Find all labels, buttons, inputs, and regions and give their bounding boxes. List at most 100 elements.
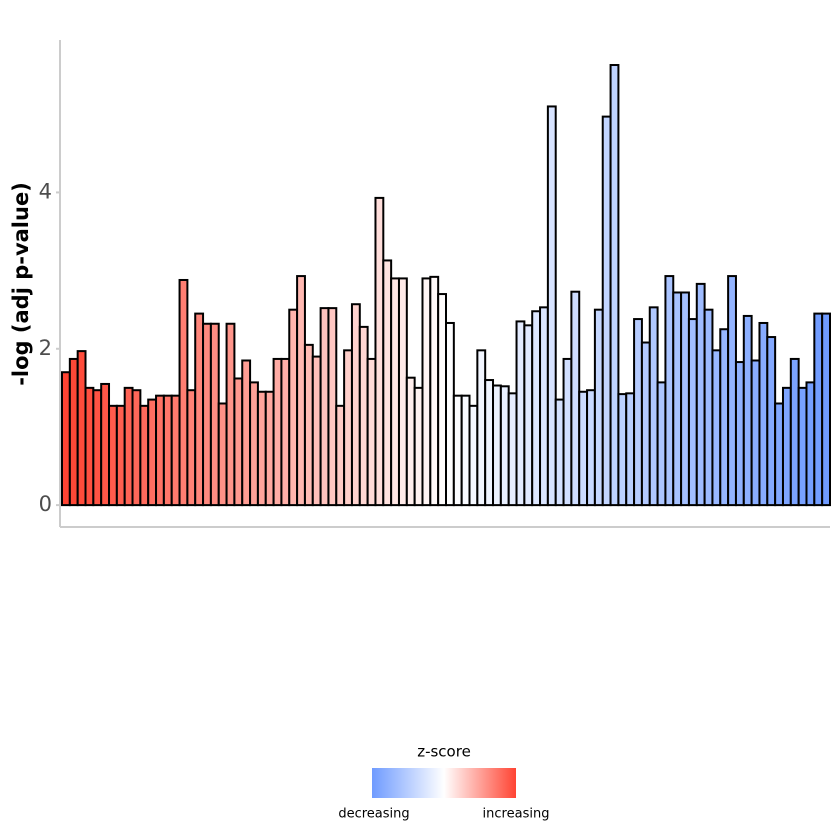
bar [272,357,283,507]
bar [774,402,784,507]
bar [531,310,542,507]
bar [562,357,573,507]
bar [123,386,134,507]
bar [805,381,816,507]
bar [758,321,769,507]
bar [664,275,675,507]
bar [405,376,416,507]
bar [264,390,275,507]
bar [695,282,706,507]
bar [335,404,346,507]
y-axis-label: -log (adj p-value) [9,182,33,386]
bar [303,343,314,507]
bar [170,394,181,507]
bar [194,312,205,507]
bar [570,290,581,507]
bar [421,277,432,507]
bar [460,394,471,507]
bar [734,361,745,507]
bar [155,394,165,507]
bar [750,359,761,507]
bar [672,291,683,507]
bar [100,382,111,507]
bar [609,64,620,507]
bar [115,404,126,507]
bar [742,314,753,507]
bar [366,357,377,507]
bar [484,379,495,507]
bar [687,318,698,507]
bar [131,389,142,507]
bar [84,386,95,507]
bar [429,275,440,507]
bar [327,307,338,507]
legend-title: z-score [417,743,471,761]
bar [374,196,385,507]
bar [656,381,667,507]
bar [719,328,730,507]
bar [343,349,353,507]
bar [633,318,643,507]
bar [813,312,824,507]
bar [350,303,361,507]
bar [225,322,236,507]
bar [617,393,628,507]
bar [108,404,118,507]
bar [539,306,549,507]
bar [578,390,589,507]
bar [468,404,479,507]
bar [280,357,291,507]
bar [139,404,150,507]
bar [382,259,393,507]
bar [546,105,557,507]
bar [358,325,369,507]
bar [397,277,408,507]
bar [233,377,244,507]
bar [249,381,259,507]
bar [437,293,448,507]
bar [727,275,737,507]
bar [162,394,173,507]
bar [499,385,510,507]
y-tick-label: 2 [39,336,52,360]
bar [789,357,800,507]
bar [680,291,690,507]
bar [586,389,596,507]
bar [515,320,526,507]
bar [601,115,612,507]
bar [413,386,424,507]
bar [68,357,79,507]
bar [256,390,267,507]
bar [648,306,659,507]
bar [178,278,189,507]
bar [186,389,197,507]
y-tick-label: 0 [39,492,52,516]
bar [452,394,463,507]
bar [711,349,722,507]
bar [76,350,87,507]
bar [241,359,252,507]
bar [492,384,502,507]
bar [523,324,534,507]
legend-gradient [372,768,516,798]
bar [217,402,228,507]
bar [390,277,400,507]
legend-high-label: increasing [483,807,550,822]
bar [288,308,299,507]
bar [61,371,71,507]
bar [821,312,832,507]
bar [766,336,777,507]
bar [593,308,604,507]
bar [147,398,158,507]
bar [311,355,322,507]
bar [554,398,565,507]
bar [625,392,636,507]
bar [476,349,487,507]
bar [781,386,792,507]
legend-low-label: decreasing [338,807,409,822]
y-tick-label: 4 [39,179,52,203]
bar [92,389,103,507]
bar [202,322,212,507]
bar [507,392,518,507]
